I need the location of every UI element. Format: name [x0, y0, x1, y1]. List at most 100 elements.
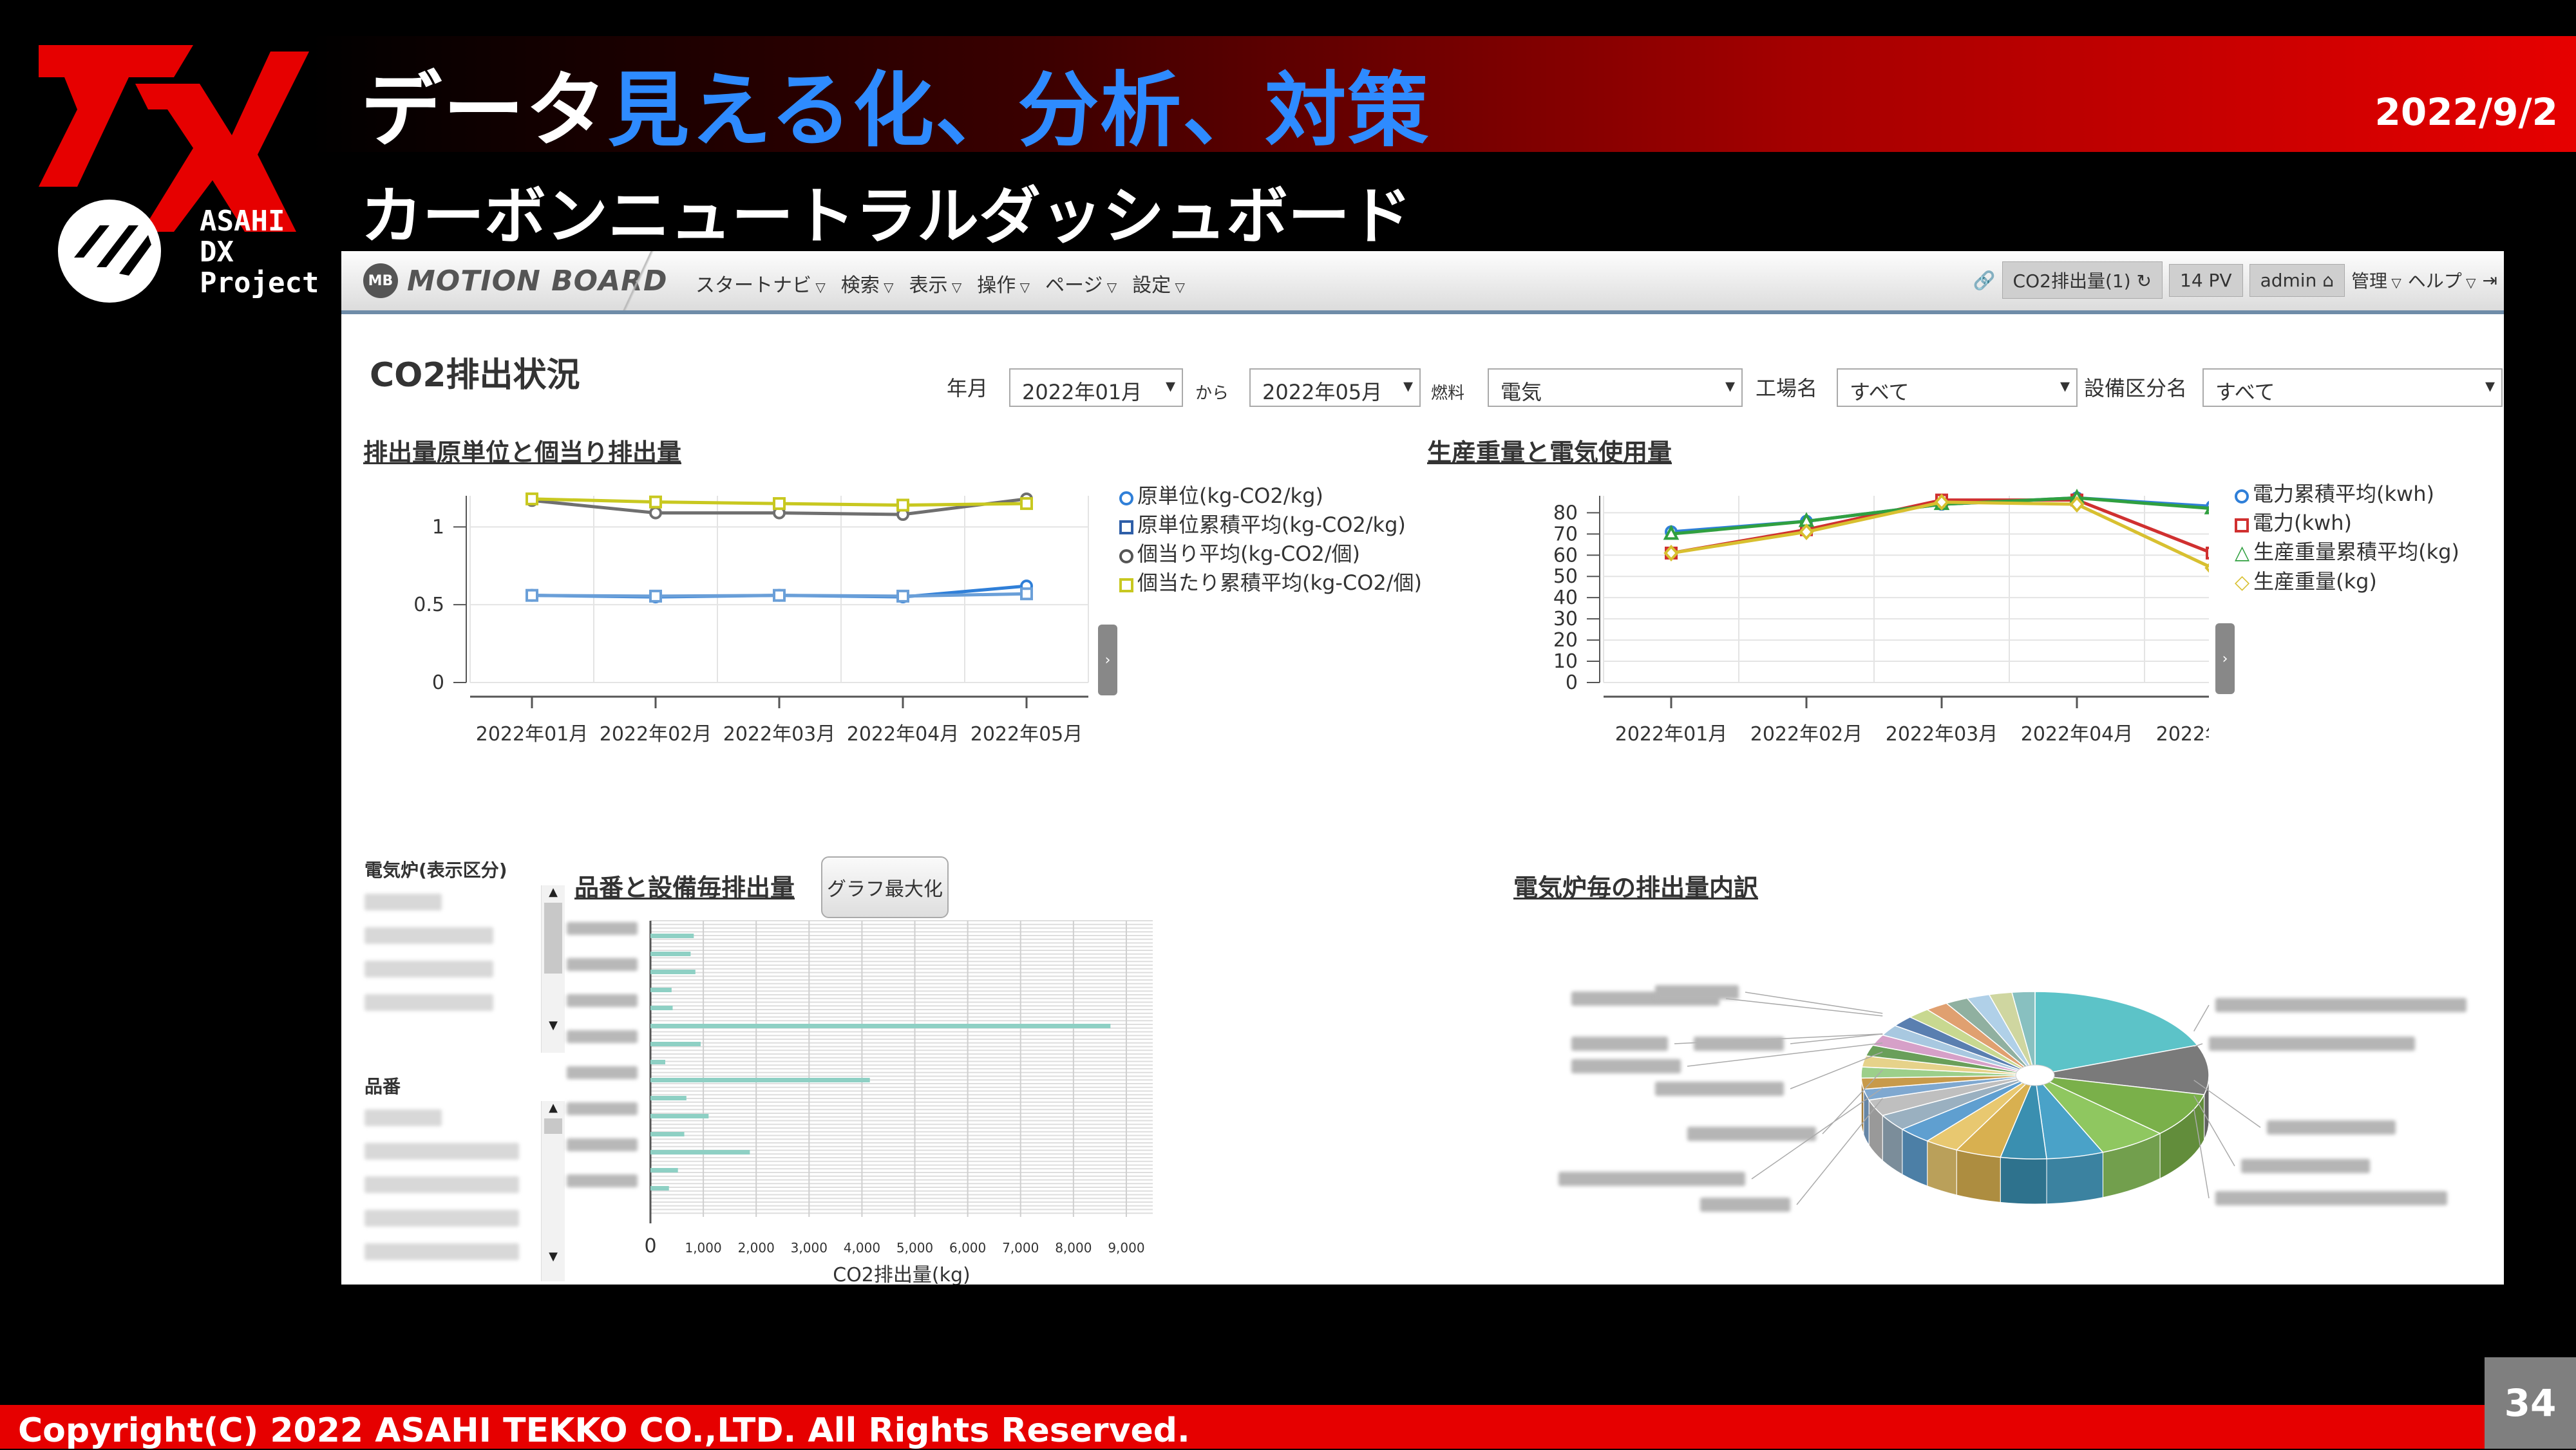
blurred-category-label	[567, 1030, 638, 1043]
data-point	[2206, 561, 2209, 574]
to-month-select[interactable]: 2022年05月	[1249, 368, 1421, 407]
blurred-slice-label	[2241, 1159, 2370, 1173]
x-tick-label: 2022年05月	[2156, 723, 2209, 746]
blurred-slice-label	[1694, 1037, 1784, 1051]
data-point	[1021, 588, 1032, 599]
menu-search[interactable]: 検索	[841, 269, 894, 297]
blurred-slice-label	[2209, 1037, 2415, 1051]
series-line	[1671, 502, 2209, 568]
data-point	[527, 494, 537, 504]
x-tick-label: 2022年02月	[600, 723, 712, 746]
menu-view[interactable]: 表示	[909, 269, 962, 297]
logout-icon[interactable]: ⇥	[2483, 270, 2497, 291]
equipment-label: 設備区分名	[2084, 372, 2187, 402]
list-item[interactable]	[365, 1176, 519, 1193]
link-icon[interactable]: 🔗	[1973, 270, 1996, 291]
toolbar-divider	[618, 251, 657, 310]
blurred-slice-label	[1687, 1127, 1816, 1141]
legend-label: 電力(kwh)	[2253, 511, 2352, 535]
pie-chart-title: 電気炉毎の排出量内訳	[1513, 868, 1758, 903]
legend-item[interactable]: ◇生産重量(kg)	[2235, 567, 2459, 597]
bar	[650, 952, 690, 956]
menu-help[interactable]: ヘルプ	[2408, 267, 2476, 293]
y-tick-label: 50	[1553, 565, 1578, 588]
board-selector[interactable]: CO2排出量(1) ↻	[2002, 261, 2163, 299]
x-tick-label: 2022年01月	[1615, 723, 1728, 746]
data-point	[898, 500, 908, 511]
list-item[interactable]	[365, 1143, 519, 1160]
scroll-up-icon[interactable]: ▲	[542, 885, 565, 899]
legend-item[interactable]: 個当り平均(kg-CO2/個)	[1119, 540, 1422, 569]
y-tick-label: 60	[1553, 544, 1578, 567]
from-month-select[interactable]: 2022年01月	[1009, 368, 1183, 407]
legend-item[interactable]: 原単位累積平均(kg-CO2/kg)	[1119, 511, 1422, 540]
bar	[650, 1168, 678, 1172]
pie-slice-side	[2000, 1157, 2047, 1204]
menu-manage[interactable]: 管理	[2351, 267, 2401, 293]
range-label: から	[1195, 380, 1229, 404]
legend-item[interactable]: 個当たり累積平均(kg-CO2/個)	[1119, 569, 1422, 598]
menu-settings[interactable]: 設定	[1132, 269, 1185, 297]
legend-item[interactable]: 電力(kwh)	[2235, 509, 2459, 538]
legend-item[interactable]: △生産重量累積平均(kg)	[2235, 538, 2459, 567]
y-tick-label: 0	[1566, 672, 1578, 694]
pie-slice-side	[2047, 1153, 2103, 1204]
chevron-right-icon: ›	[2222, 651, 2228, 667]
leader-line	[1790, 1034, 1882, 1044]
x-tick-label: 2022年05月	[971, 723, 1083, 746]
menu-start-navi[interactable]: スタートナビ	[696, 269, 826, 297]
data-point	[898, 591, 908, 601]
list-item[interactable]	[365, 1243, 519, 1260]
menu-page[interactable]: ページ	[1045, 269, 1117, 297]
pv-counter: 14 PV	[2169, 264, 2243, 297]
collapse-handle-left[interactable]: ›	[1098, 625, 1117, 695]
menu-operation[interactable]: 操作	[977, 269, 1030, 297]
legend-item[interactable]: 原単位(kg-CO2/kg)	[1119, 482, 1422, 511]
legend-square-icon	[1119, 578, 1133, 592]
blurred-category-label	[567, 1066, 638, 1079]
blurred-slice-label	[1655, 985, 1739, 999]
list-item[interactable]	[365, 994, 493, 1011]
logo-line-2: DX	[200, 237, 319, 268]
part-filter-list[interactable]	[365, 1104, 532, 1260]
furnace-filter-label: 電気炉(表示区分)	[365, 856, 507, 882]
list-item[interactable]	[365, 961, 493, 977]
maximize-graph-button[interactable]: グラフ最大化	[821, 856, 949, 918]
y-tick-label: 70	[1553, 523, 1578, 545]
legend-label: 原単位(kg-CO2/kg)	[1137, 484, 1323, 508]
y-tick-label: 1	[432, 516, 444, 538]
fuel-select[interactable]: 電気	[1488, 368, 1743, 407]
emission-intensity-legend: 原単位(kg-CO2/kg) 原単位累積平均(kg-CO2/kg) 個当り平均(…	[1119, 482, 1422, 598]
list-item[interactable]	[365, 927, 493, 944]
y-tick-label: 30	[1553, 608, 1578, 630]
x-tick-label: 2022年04月	[2021, 723, 2134, 746]
user-menu[interactable]: admin ⌂	[2249, 264, 2345, 297]
collapse-handle-right[interactable]: ›	[2215, 623, 2235, 694]
x-tick-label: 7,000	[1002, 1240, 1039, 1256]
slide-title-highlight: 見える化、分析、対策	[608, 63, 1430, 158]
list-item[interactable]	[365, 1109, 442, 1126]
app-toolbar: MB MOTION BOARD スタートナビ 検索 表示 操作 ページ 設定 🔗…	[341, 251, 2504, 314]
bar	[650, 1042, 701, 1046]
logo-line-3: Project	[200, 268, 319, 299]
data-point	[774, 498, 784, 509]
blurred-slice-label	[1558, 1172, 1745, 1186]
user-name: admin	[2260, 270, 2317, 291]
refresh-icon: ↻	[2137, 270, 2152, 292]
equipment-select[interactable]: すべて	[2202, 368, 2503, 407]
dashboard-title: CO2排出状況	[370, 348, 580, 396]
toolbar-right: 🔗 CO2排出量(1) ↻ 14 PV admin ⌂ 管理 ヘルプ ⇥	[1973, 261, 2497, 299]
list-item[interactable]	[365, 1210, 519, 1227]
slide-title: データ見える化、分析、対策	[361, 45, 1430, 162]
chevron-right-icon: ›	[1105, 652, 1111, 668]
blurred-slice-label	[2215, 1191, 2447, 1205]
x-tick-label: 2022年03月	[723, 723, 836, 746]
list-item[interactable]	[365, 894, 442, 910]
legend-item[interactable]: 電力累積平均(kwh)	[2235, 480, 2459, 509]
x-tick-label: 9,000	[1108, 1240, 1144, 1256]
board-name: CO2排出量(1)	[2013, 270, 2131, 292]
y-tick-label: 80	[1553, 502, 1578, 524]
furnace-filter-list[interactable]	[365, 889, 532, 1024]
factory-select[interactable]: すべて	[1837, 368, 2078, 407]
